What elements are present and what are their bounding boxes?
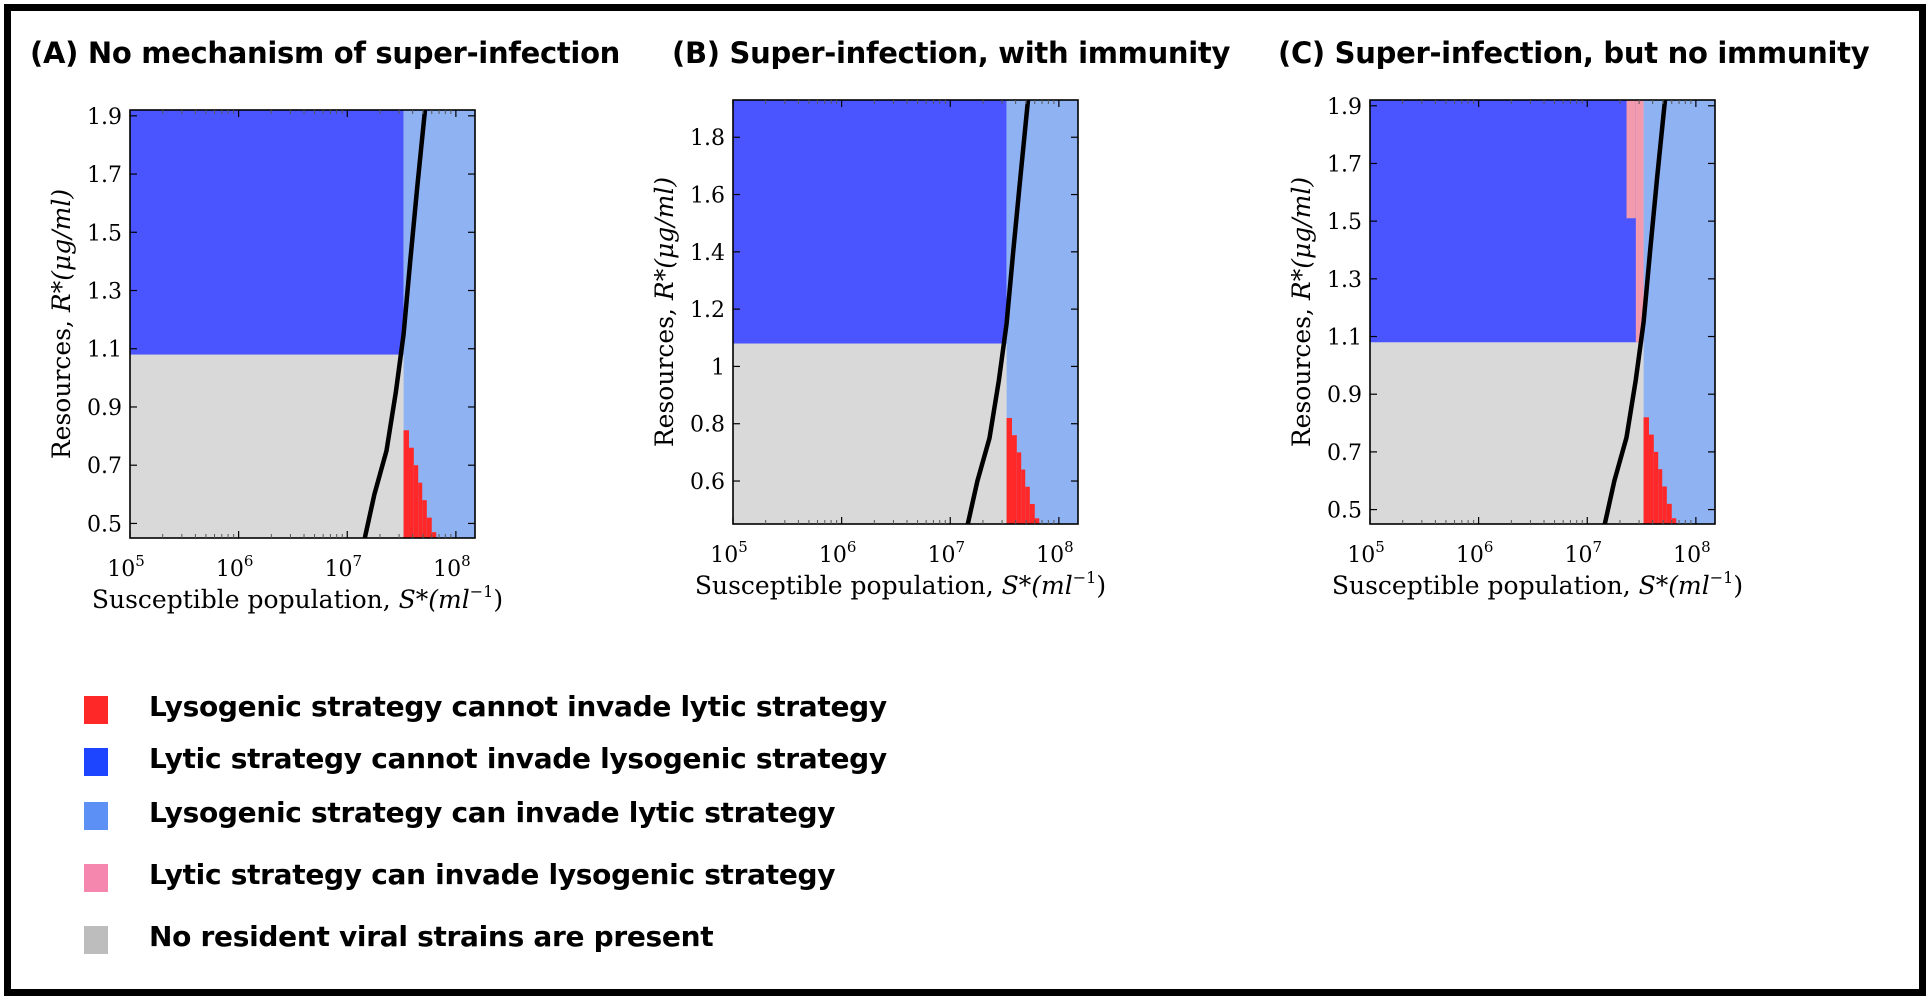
legend-label: Lytic strategy cannot invade lysogenic s… <box>149 742 887 775</box>
legend-item-no-resident: No resident viral strains are present <box>84 920 1084 960</box>
legend-item-lysogenic-can-invade: Lysogenic strategy can invade lytic stra… <box>84 796 1084 836</box>
y-tick-label: 1.7 <box>87 163 122 188</box>
legend-item-lysogenic-cannot-invade: Lysogenic strategy cannot invade lytic s… <box>84 690 1084 730</box>
region-lytic-cannot-invade <box>1370 100 1644 343</box>
region-lysogenic-cannot-invade-step <box>1671 518 1677 524</box>
x-axis-label: Susceptible population, S*(ml−1) <box>695 568 1106 600</box>
region-lysogenic-cannot-invade-step <box>1025 486 1030 524</box>
region-lysogenic-cannot-invade-step <box>1643 417 1649 524</box>
region-lysogenic-cannot-invade-step <box>1658 469 1663 524</box>
boundary-curve <box>362 109 428 539</box>
legend-swatch <box>84 926 108 954</box>
region-lysogenic-cannot-invade-step <box>1021 469 1026 524</box>
y-tick-label: 0.7 <box>87 454 122 479</box>
region-lysogenic-cannot-invade-step <box>1648 434 1654 524</box>
x-tick-label: 105 <box>1347 538 1385 568</box>
y-tick-label: 1.1 <box>1327 326 1362 351</box>
y-tick-label: 1.4 <box>690 241 725 266</box>
y-tick-label: 0.5 <box>87 512 122 537</box>
y-tick-label: 1.9 <box>87 105 122 130</box>
region-lysogenic-cannot-invade-step <box>1011 435 1017 524</box>
y-tick-label: 1.2 <box>690 298 725 323</box>
legend-item-lytic-cannot-invade: Lytic strategy cannot invade lysogenic s… <box>84 742 1084 782</box>
axes-box <box>129 109 476 539</box>
region-lysogenic-cannot-invade-step <box>418 482 423 538</box>
legend-swatch <box>84 696 108 724</box>
x-tick-label: 107 <box>324 552 362 582</box>
y-tick-label: 1.5 <box>87 221 122 246</box>
x-tick-label: 106 <box>819 538 857 568</box>
x-tick-label: 107 <box>927 538 965 568</box>
x-tick-label: 106 <box>216 552 254 582</box>
region-lytic-cannot-invade <box>130 110 404 355</box>
boundary-curve <box>1602 99 1668 525</box>
y-axis-label: Resources, R*(μg/ml) <box>47 189 76 459</box>
axes-box <box>732 99 1079 525</box>
x-tick-label: 105 <box>710 538 748 568</box>
region-lysogenic-cannot-invade-step <box>431 532 437 538</box>
y-tick-label: 1.3 <box>1327 268 1362 293</box>
panel-c-chart: 105 106 107 108 0.5 0.7 0.9 1.1 1.3 1.5 1.7 1.9 Susc… <box>1287 95 1743 600</box>
y-axis-label: Resources, R*(μg/ml) <box>650 177 679 447</box>
region-lysogenic-cannot-invade-step <box>1034 518 1040 524</box>
region-lytic-can-invade <box>1626 100 1636 219</box>
region-lysogenic-cannot-invade-step <box>1653 451 1659 524</box>
region-lysogenic-cannot-invade-step <box>1662 486 1667 524</box>
x-axis-label: Susceptible population, S*(ml−1) <box>92 582 503 614</box>
x-tick-label: 105 <box>107 552 145 582</box>
y-tick-label: 0.9 <box>87 396 122 421</box>
y-tick-label: 1.8 <box>690 126 725 151</box>
legend-label: No resident viral strains are present <box>149 920 714 953</box>
region-no-resident <box>1370 342 1644 524</box>
panel-a-title: (A) No mechanism of super-infection <box>30 36 621 70</box>
y-tick-label: 1.5 <box>1327 210 1362 235</box>
legend-label: Lysogenic strategy cannot invade lytic s… <box>149 690 887 723</box>
region-lysogenic-cannot-invade-step <box>422 500 427 538</box>
y-axis-label: Resources, R*(μg/ml) <box>1287 177 1316 447</box>
legend-swatch <box>84 802 108 830</box>
region-no-resident <box>130 354 404 538</box>
region-lytic-can-invade <box>1635 100 1644 343</box>
y-tick-label: 1.1 <box>87 338 122 363</box>
region-lysogenic-cannot-invade-step <box>413 465 419 538</box>
x-tick-label: 108 <box>1036 538 1074 568</box>
boundary-curve <box>965 99 1031 525</box>
legend-swatch <box>84 748 108 776</box>
region-lysogenic-cannot-invade-step <box>1666 503 1672 524</box>
y-tick-label: 0.6 <box>690 470 725 495</box>
region-lysogenic-cannot-invade-step <box>1006 418 1012 524</box>
legend-swatch <box>84 864 108 892</box>
axes-box <box>1369 99 1716 525</box>
x-tick-label: 108 <box>1673 538 1711 568</box>
y-tick-label: 1.9 <box>1327 95 1362 120</box>
region-lysogenic-cannot-invade-step <box>1016 452 1022 524</box>
y-tick-label: 0.7 <box>1327 441 1362 466</box>
region-lysogenic-cannot-invade-step <box>1029 503 1035 524</box>
panel-b-title: (B) Super-infection, with immunity <box>672 36 1231 70</box>
panel-c-title: (C) Super-infection, but no immunity <box>1278 36 1870 70</box>
region-lysogenic-cannot-invade-step <box>408 447 414 538</box>
x-tick-label: 106 <box>1456 538 1494 568</box>
legend-label: Lytic strategy can invade lysogenic stra… <box>149 858 836 891</box>
y-tick-label: 1 <box>711 355 725 380</box>
panel-b-chart: 105 106 107 108 0.6 0.8 1 1.2 1.4 1.6 1.8 Susceptib… <box>650 99 1106 600</box>
legend-item-lytic-can-invade: Lytic strategy can invade lysogenic stra… <box>84 858 1084 898</box>
region-no-resident <box>733 343 1007 524</box>
y-tick-label: 1.3 <box>87 280 122 305</box>
legend-label: Lysogenic strategy can invade lytic stra… <box>149 796 836 829</box>
x-tick-label: 107 <box>1564 538 1602 568</box>
y-tick-label: 0.8 <box>690 413 725 438</box>
y-tick-label: 1.6 <box>690 184 725 209</box>
region-lytic-cannot-invade <box>733 100 1007 344</box>
region-lysogenic-cannot-invade-step <box>426 517 432 538</box>
panel-a-chart: 105 106 107 108 0.5 0.7 0.9 1.1 1.3 1.5 1.7 1.9 Susc… <box>47 105 503 614</box>
region-lysogenic-cannot-invade-step <box>403 430 409 538</box>
y-tick-label: 1.7 <box>1327 152 1362 177</box>
x-axis-label: Susceptible population, S*(ml−1) <box>1332 568 1743 600</box>
y-tick-label: 0.5 <box>1327 499 1362 524</box>
y-tick-label: 0.9 <box>1327 383 1362 408</box>
x-tick-label: 108 <box>433 552 471 582</box>
